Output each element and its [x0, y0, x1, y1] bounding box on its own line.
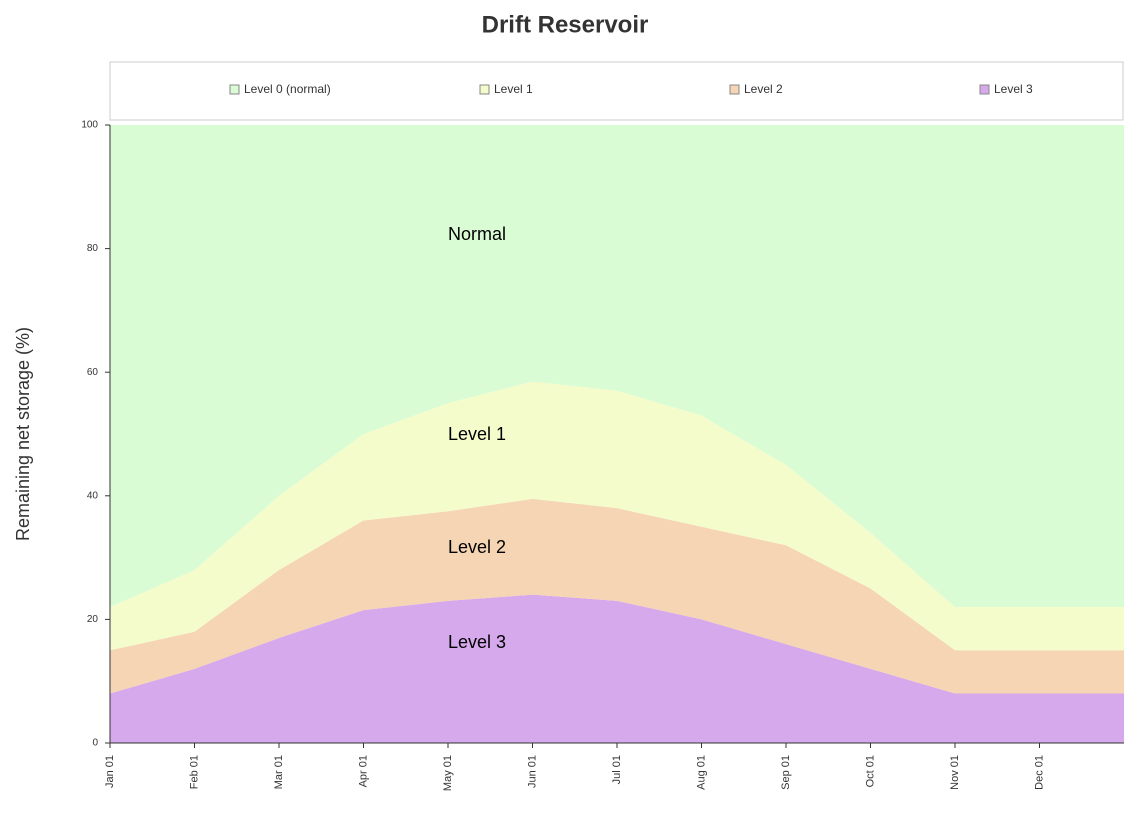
area	[110, 381, 1124, 651]
area	[110, 498, 1124, 694]
legend-swatch	[979, 84, 990, 95]
y-tick-label: 80	[87, 243, 99, 254]
area	[110, 594, 1124, 743]
area	[110, 125, 1124, 608]
x-tick-label: Sep 01	[780, 755, 792, 790]
x-tick-label: May 01	[442, 755, 454, 791]
x-tick-label: Apr 01	[357, 755, 369, 787]
legend-label: Level 1	[494, 82, 533, 96]
annotation: Level 3	[448, 632, 506, 652]
y-tick-label: 40	[87, 490, 99, 501]
x-tick-label: Aug 01	[695, 755, 707, 790]
legend-box	[109, 61, 1124, 121]
legend-swatch	[729, 84, 740, 95]
x-tick-label: Jun 01	[526, 755, 538, 788]
x-tick-label: Feb 01	[188, 755, 200, 789]
y-axis-label: Remaining net storage (%)	[13, 327, 33, 541]
legend-label: Level 0 (normal)	[244, 82, 331, 96]
x-tick-label: Jul 01	[611, 755, 623, 784]
y-tick-label: 100	[81, 120, 98, 131]
legend-label: Level 2	[744, 82, 783, 96]
x-tick-label: Oct 01	[864, 755, 876, 787]
y-tick-label: 0	[92, 738, 98, 749]
chart-title: Drift Reservoir	[482, 11, 649, 38]
legend-swatch	[479, 84, 490, 95]
x-tick-label: Mar 01	[273, 755, 285, 789]
annotation: Normal	[448, 224, 506, 244]
y-tick-label: 60	[87, 367, 99, 378]
x-tick-label: Dec 01	[1033, 755, 1045, 790]
x-tick-label: Nov 01	[949, 755, 961, 790]
annotation: Level 2	[448, 537, 506, 557]
y-tick-label: 20	[87, 614, 99, 625]
legend-label: Level 3	[994, 82, 1033, 96]
annotation: Level 1	[448, 424, 506, 444]
x-tick-label: Jan 01	[104, 755, 116, 788]
legend-swatch	[229, 84, 240, 95]
